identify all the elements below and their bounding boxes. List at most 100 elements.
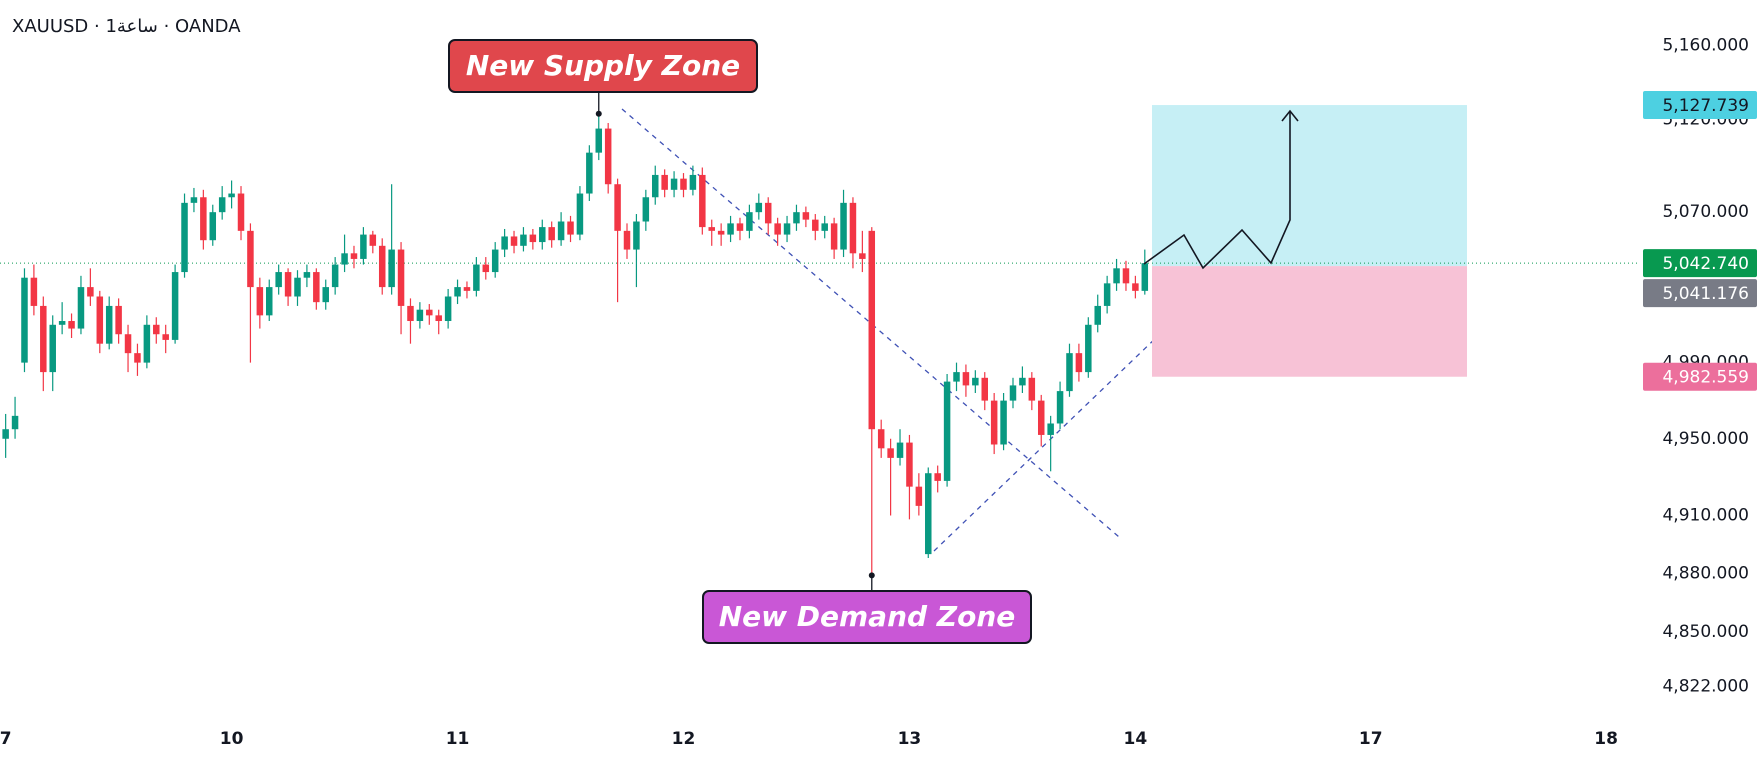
candle-body [40,305,47,373]
candle-body [1000,400,1007,445]
candle-body [670,178,678,190]
candle-body [896,442,904,458]
x-tick-label: 14 [1124,729,1148,749]
candle-body [906,442,913,487]
candle-body [200,197,207,241]
candle-body [218,197,226,213]
candle-body [953,372,960,382]
candle-body [604,128,612,185]
candle-body [1019,377,1026,386]
projection [1143,109,1299,270]
candle-body [812,219,819,231]
candle-body [49,324,56,373]
candle-body [849,202,857,254]
candle-body [943,381,951,481]
candle-body [256,287,264,316]
candle-body [1037,400,1045,435]
y-tick-label: 4,910.000 [1662,506,1749,526]
candle-body [736,223,744,231]
y-tick-label: 5,070.000 [1662,202,1749,222]
candle-body [595,128,603,153]
candle-body [887,448,894,458]
candle-body [925,473,932,555]
candle-body [68,321,75,329]
candle-body [473,264,480,291]
candle-body [981,377,989,401]
candle-body [388,249,395,288]
candle-body [378,245,386,288]
candle-body [642,197,650,222]
candle-body [934,473,941,481]
candle-body [830,223,838,250]
trend-line [933,286,1210,552]
candle-body [1047,423,1054,435]
candle-body [162,334,169,340]
candle-body [1141,263,1149,291]
candle-body [77,287,85,329]
candle-body [764,202,772,224]
candle-body [454,287,461,297]
candle-body [821,223,828,231]
candle-body [11,415,19,430]
candle-body [331,264,339,288]
candle-body [727,223,734,235]
price-badge-label: 5,041.176 [1662,284,1749,304]
callout-dot [595,110,602,117]
price-badge-label: 4,982.559 [1662,368,1749,388]
x-tick-label: 13 [898,729,922,749]
candle-body [717,230,725,235]
candle-body [416,309,424,322]
candle-body [868,230,876,430]
candle-body [746,212,753,231]
candle-body [143,324,151,363]
candle-body [30,277,38,306]
price-badge [1643,362,1757,391]
candle-body [294,277,301,297]
candle-body [877,429,885,449]
candle-body [397,249,405,306]
candle-body [557,221,565,241]
candle-body [529,234,537,243]
y-tick-label: 4,950.000 [1662,429,1749,449]
candle-body [96,296,104,344]
candle-body [661,174,668,190]
candle-body [1056,391,1064,424]
candle-body [567,221,574,235]
candle-body [859,253,866,259]
candle-body [699,174,706,228]
candle-body [444,296,452,322]
x-tick-label: 17 [1359,729,1383,749]
candle-body [407,305,414,322]
candle-body [972,377,979,386]
candle-body [2,429,9,439]
candle-body [520,234,527,246]
y-tick-label: 5,160.000 [1662,36,1749,56]
x-tick-label: 11 [446,729,470,749]
candle-body [153,324,160,335]
candle-body [58,321,66,325]
candle-body [793,212,800,224]
price-badge-label: 5,127.739 [1662,96,1749,116]
candle-body [1028,377,1036,401]
candle-body [237,193,245,231]
candle-body [181,202,188,273]
price-badge [1643,279,1757,308]
candle-body [755,202,763,213]
y-tick-label: 4,822.000 [1662,677,1749,697]
arrow-head [1281,109,1299,122]
candle-body [1103,283,1111,306]
x-tick-label: 12 [672,729,696,749]
candle-body [840,202,847,250]
candle-body [105,305,113,344]
price-badge [1643,249,1757,278]
projection-path [1143,112,1291,270]
candle-body [576,193,584,235]
stop-zone [1152,266,1467,377]
price-badge-label: 5,042.740 [1662,254,1749,274]
candle-body [275,272,282,288]
candle-body [426,309,433,316]
price-badge [1643,91,1757,120]
chart-title: XAUUSD · 1ساعة · OANDA [12,16,241,37]
candle-body [482,264,490,273]
